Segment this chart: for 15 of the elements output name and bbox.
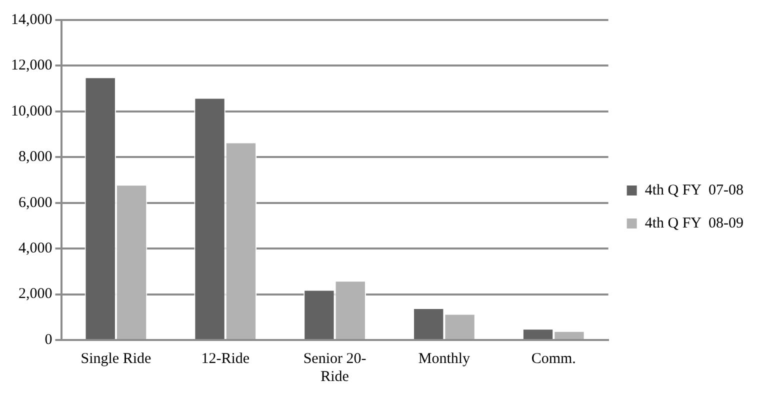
y-tick-label: 0 xyxy=(44,332,52,348)
y-tick-label: 2,000 xyxy=(18,286,52,302)
y-tick-label: 14,000 xyxy=(11,12,52,28)
y-tick-label: 4,000 xyxy=(18,240,52,257)
y-tick-label: 6,000 xyxy=(18,194,52,211)
legend-label: 4th Q FY 08-09 xyxy=(644,215,744,232)
y-tick-label: 8,000 xyxy=(18,149,52,166)
x-tick-label: Comm. xyxy=(531,350,576,367)
y-tick-label: 10,000 xyxy=(11,103,52,120)
x-tick-label: Senior 20-Ride xyxy=(303,350,366,385)
x-tick-label: 12-Ride xyxy=(201,350,250,367)
x-tick-label: Monthly xyxy=(418,350,471,367)
y-tick-label: 12,000 xyxy=(11,58,52,74)
legend-label: 4th Q FY 07-08 xyxy=(644,182,744,198)
x-tick-label: Single Ride xyxy=(80,350,152,367)
